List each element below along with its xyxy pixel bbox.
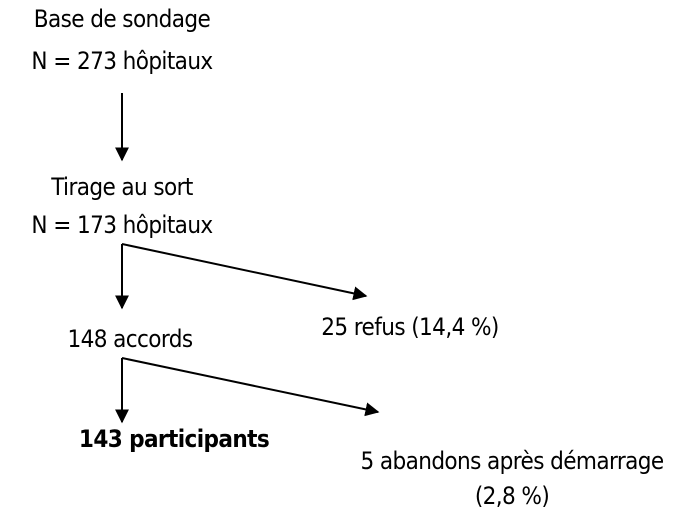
node-text: 143 participants	[79, 425, 269, 453]
arrow	[121, 243, 368, 301]
node-text: (2,8 %)	[475, 482, 549, 510]
node-text: 148 accords	[67, 325, 192, 353]
arrow	[121, 357, 380, 417]
node-text: N = 173 hôpitaux	[31, 211, 213, 239]
node-text: Tirage au sort	[50, 173, 193, 201]
node-text: 5 abandons après démarrage	[360, 447, 663, 475]
node-text: Base de sondage	[34, 5, 211, 33]
node-text: N = 273 hôpitaux	[31, 47, 213, 75]
node-text: 25 refus (14,4 %)	[321, 313, 498, 341]
